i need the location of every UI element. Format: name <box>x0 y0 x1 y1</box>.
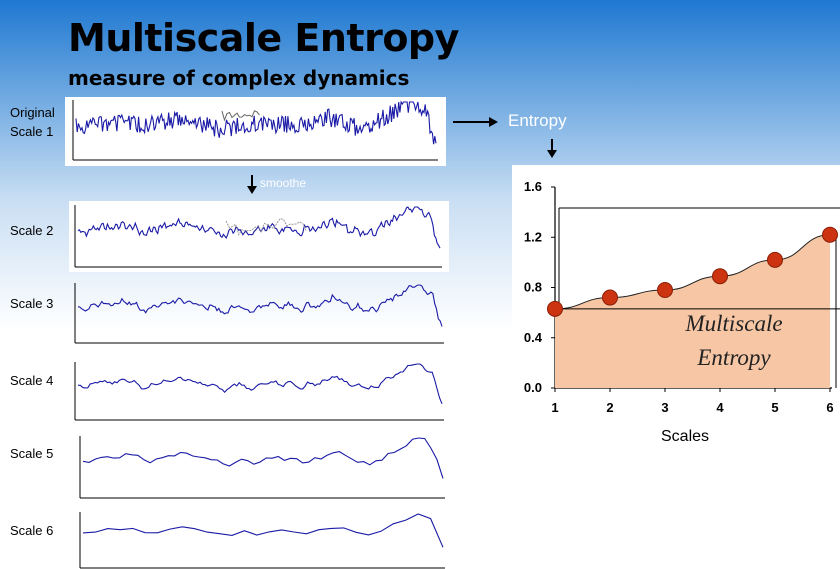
data-point-marker <box>602 289 618 306</box>
scale2-trace <box>74 205 442 268</box>
mse-area <box>555 234 830 388</box>
y-tick-label: 0.8 <box>524 280 542 295</box>
trace-line <box>82 437 444 479</box>
scale3-label: Scale 3 <box>10 296 54 311</box>
slide-title: Multiscale Entropy <box>68 16 459 60</box>
down-arrow-entropy-icon <box>547 139 557 158</box>
trace-line <box>77 206 441 249</box>
data-point-marker <box>767 251 783 268</box>
mse-chart-panel: 0.0 0.4 0.8 1.2 1.6 1 2 3 4 5 6 Multiscale Entropy <box>512 165 840 430</box>
x-tick-label: 5 <box>771 400 778 415</box>
x-tick-label: 1 <box>551 400 558 415</box>
right-arrow-icon <box>453 117 498 127</box>
scale6-trace <box>79 512 445 569</box>
mse-curve <box>554 234 831 310</box>
scale4-trace <box>74 362 444 421</box>
x-tick-label: 2 <box>606 400 613 415</box>
original-label-line1: Original <box>10 105 55 120</box>
annotation-text: Multiscale <box>684 311 782 336</box>
mse-chart: 0.0 0.4 0.8 1.2 1.6 1 2 3 4 5 6 Multiscale Entropy <box>524 179 840 415</box>
trace-line <box>77 284 443 327</box>
data-point-marker <box>547 300 563 317</box>
smoothe-arrow-label: smoothe <box>260 176 307 190</box>
y-tick-label: 0.4 <box>524 330 543 345</box>
scale2-panel <box>69 201 449 272</box>
zoom-inset-trace <box>225 217 307 236</box>
annotation-text: Entropy <box>696 345 771 370</box>
data-point-marker <box>712 268 728 285</box>
y-tick-label: 1.6 <box>524 179 542 194</box>
entropy-arrow-label: Entropy <box>508 111 567 130</box>
trace-line <box>75 100 437 145</box>
scale5-trace <box>79 436 445 499</box>
scale1-trace <box>72 100 438 161</box>
data-point-marker <box>657 282 673 299</box>
scale4-label: Scale 4 <box>10 373 54 388</box>
y-tick-label: 0.0 <box>524 380 542 395</box>
scale3-trace <box>74 283 444 344</box>
down-arrow-smoothe-icon <box>247 175 257 194</box>
x-tick-label: 6 <box>826 400 833 415</box>
scale5-label: Scale 5 <box>10 446 54 461</box>
original-label-line2: Scale 1 <box>10 124 54 139</box>
original-scale1-label: Original Scale 1 <box>10 103 55 141</box>
slide-subtitle: measure of complex dynamics <box>68 66 410 90</box>
zoom-inset-trace <box>221 110 260 122</box>
scale2-label: Scale 2 <box>10 223 54 238</box>
trace-line <box>82 513 444 548</box>
scale6-label: Scale 6 <box>10 523 54 538</box>
x-axis-title: Scales <box>661 428 710 445</box>
trace-line <box>77 363 443 405</box>
x-tick-label: 3 <box>661 400 668 415</box>
x-tick-label: 4 <box>716 400 724 415</box>
y-tick-label: 1.2 <box>524 229 542 244</box>
data-point-marker <box>822 226 838 243</box>
